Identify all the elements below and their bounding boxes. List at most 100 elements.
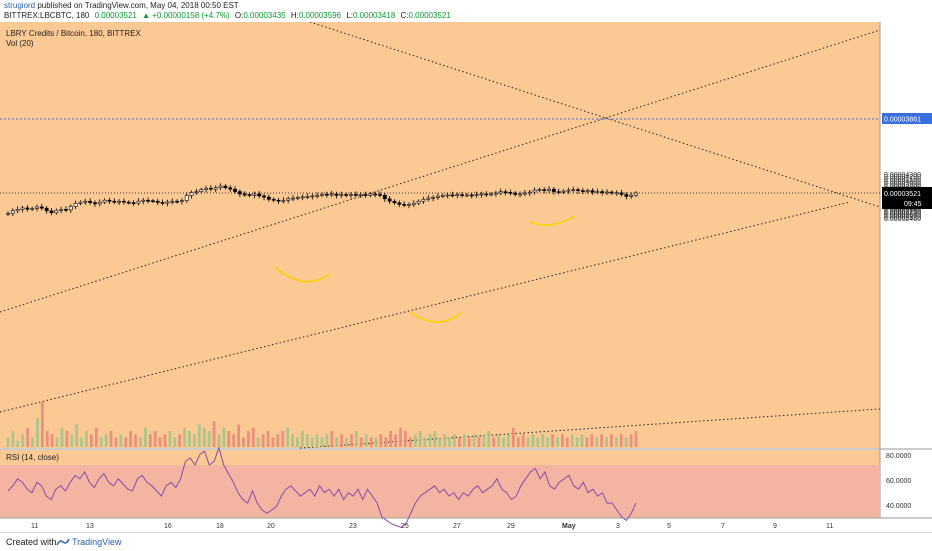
volume-bar — [634, 431, 638, 447]
ticker-line: BITTREX:LBCBTC, 180 0.00003521 ▲ +0.0000… — [4, 11, 451, 21]
candle-down — [160, 202, 165, 204]
candle-up — [184, 195, 189, 202]
tradingview-link[interactable]: TradingView — [72, 537, 122, 547]
candle-up — [431, 197, 436, 199]
price-tick-label: 0.00004200 — [884, 174, 921, 181]
candle-down — [513, 192, 518, 195]
volume-bar — [99, 437, 103, 447]
volume-bar — [335, 437, 339, 447]
candle-up — [474, 194, 479, 197]
volume-bar — [453, 434, 456, 447]
candle-down — [503, 191, 508, 193]
candle-down — [600, 191, 605, 193]
candle-down — [609, 191, 614, 194]
open-label: O: — [234, 11, 244, 20]
volume-bar — [433, 431, 437, 447]
volume-bar — [158, 437, 162, 447]
volume-bar — [585, 437, 589, 447]
volume-bar — [511, 427, 515, 447]
date-tick-label: 13 — [86, 523, 94, 530]
volume-bar — [438, 437, 442, 447]
author-link[interactable]: strugiord — [4, 1, 36, 10]
volume-bar — [551, 434, 554, 447]
candle-up — [595, 191, 600, 193]
candle-down — [49, 210, 54, 214]
volume-bar — [286, 427, 290, 447]
last-price: 0.00003521 — [94, 11, 137, 20]
volume-bar — [119, 434, 123, 447]
candle-up — [320, 193, 324, 196]
volume-bar — [197, 424, 201, 447]
annotation-left-shoulder — [275, 267, 331, 283]
volume-bar — [364, 434, 368, 447]
candle-up — [561, 190, 566, 193]
volume-bar — [546, 437, 550, 447]
chart-title: LBRY Credits / Bitcoin, 180, BITTREX — [6, 29, 142, 38]
volume-bar — [70, 434, 74, 447]
candle-up — [295, 197, 300, 199]
volume-bar — [619, 434, 623, 447]
volume-bar — [143, 427, 147, 447]
candle-up — [252, 193, 257, 196]
volume-bar — [516, 437, 520, 447]
candle-down — [397, 202, 402, 205]
tradingview-logo-icon — [56, 538, 70, 546]
candle-up — [102, 199, 107, 203]
volume-bar — [261, 434, 265, 447]
candle-down — [624, 194, 629, 197]
candle-down — [25, 207, 30, 210]
price-tick-label: 0.00002640 — [884, 212, 921, 219]
last-price-tag — [882, 187, 932, 209]
candle-up — [213, 187, 218, 190]
candle-down — [363, 194, 368, 196]
candle-up — [286, 198, 291, 201]
volume-bar — [605, 437, 608, 447]
volume-bar — [413, 434, 417, 447]
volume-bar — [114, 437, 118, 447]
rsi-tick-label: 60.0000 — [886, 478, 911, 485]
open-value: 0.00003435 — [243, 11, 286, 20]
candle-up — [522, 192, 527, 195]
volume-bar — [580, 434, 584, 447]
candle-down — [155, 200, 160, 203]
price-tick-label: 0.00004000 — [884, 179, 921, 186]
price-change: ▲ +0.00000158 (+4.7%) — [142, 11, 230, 20]
candle-down — [122, 200, 126, 203]
date-axis[interactable]: 11 13 16 18 20 23 25 27 29 May 3 5 7 9 11 — [31, 523, 833, 530]
volume-bar — [94, 427, 98, 447]
candle-down — [151, 200, 155, 203]
volume-bar — [21, 434, 25, 447]
volume-bar — [40, 402, 44, 447]
candle-down — [324, 193, 329, 196]
volume-bar — [207, 431, 211, 447]
candle-up — [440, 195, 445, 197]
candle-down — [556, 191, 561, 193]
candle-up — [59, 209, 64, 211]
volume-bar — [202, 427, 206, 447]
volume-bar — [139, 437, 142, 447]
volume-bar — [561, 434, 564, 447]
candle-up — [358, 194, 363, 196]
candle-down — [402, 204, 407, 206]
volume-bar — [168, 431, 172, 447]
volume-bar — [556, 437, 559, 447]
rsi-legend: RSI (14, close) — [6, 453, 59, 462]
rsi-tick-label: 40.0000 — [886, 503, 911, 510]
rsi-line — [7, 446, 637, 528]
candle-up — [479, 193, 484, 196]
candle-up — [349, 194, 353, 196]
volume-bar — [232, 434, 236, 447]
candle-down — [378, 194, 382, 196]
volume-bar — [570, 434, 574, 447]
candle-up — [20, 207, 25, 210]
volume-bar — [536, 437, 540, 447]
price-chart[interactable]: LBRY Credits / Bitcoin, 180, BITTREX Vol… — [0, 22, 932, 532]
volume-bar — [247, 431, 250, 447]
candle-up — [571, 189, 576, 191]
date-tick-label: 11 — [826, 523, 833, 530]
volume-bar — [227, 431, 231, 447]
price-tick-label: 0.00002840 — [884, 207, 921, 214]
volume-bar — [36, 418, 39, 447]
date-tick-label: 9 — [773, 523, 777, 530]
candle-down — [93, 202, 97, 205]
